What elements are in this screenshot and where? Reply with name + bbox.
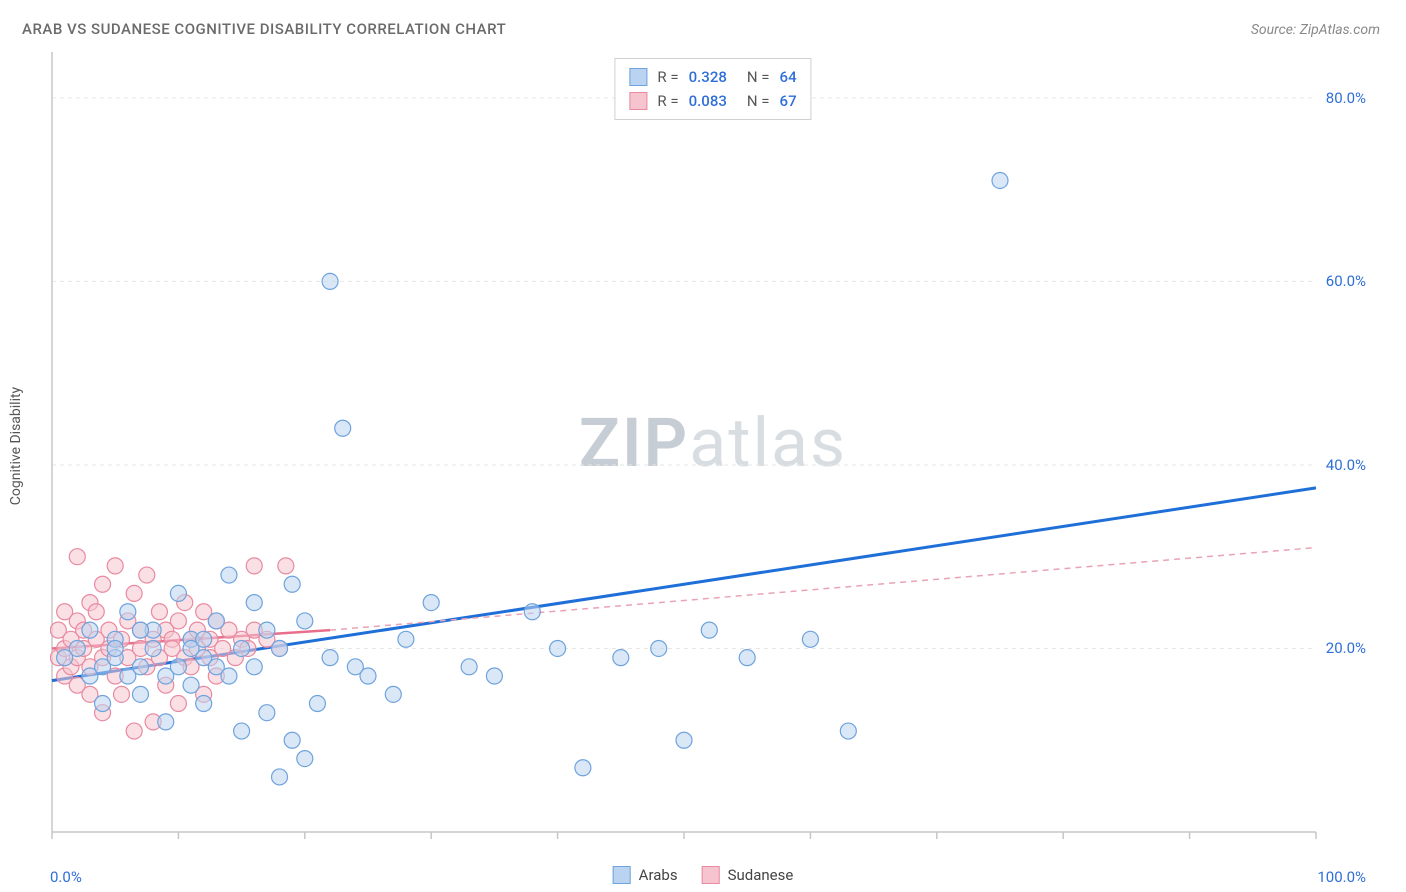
chart-area: ZIPatlas R = 0.328 N = 64 R = 0.083 N = …: [50, 50, 1376, 844]
x-axis-min-label: 0.0%: [50, 868, 82, 886]
series-legend: Arabs Sudanese: [613, 866, 794, 884]
swatch-arabs: [629, 68, 647, 86]
stats-row-sudanese: R = 0.083 N = 67: [629, 89, 796, 113]
swatch-sudanese: [629, 92, 647, 110]
r-value-arabs: 0.328: [689, 65, 727, 89]
r-label: R =: [657, 65, 678, 89]
r-label: R =: [657, 89, 678, 113]
y-tick-label: 40.0%: [1326, 456, 1366, 474]
y-axis-label: Cognitive Disability: [8, 387, 24, 505]
y-tick-label: 60.0%: [1326, 272, 1366, 290]
r-value-sudanese: 0.083: [689, 89, 727, 113]
legend-label-arabs: Arabs: [639, 866, 678, 884]
scatter-plot: [50, 50, 1376, 844]
stats-row-arabs: R = 0.328 N = 64: [629, 65, 796, 89]
swatch-arabs: [613, 866, 631, 884]
swatch-sudanese: [702, 866, 720, 884]
n-value-arabs: 64: [780, 65, 797, 89]
y-tick-label: 80.0%: [1326, 89, 1366, 107]
source-attribution: Source: ZipAtlas.com: [1251, 22, 1380, 38]
chart-title: ARAB VS SUDANESE COGNITIVE DISABILITY CO…: [22, 20, 506, 38]
legend-label-sudanese: Sudanese: [728, 866, 794, 884]
n-label: N =: [747, 65, 770, 89]
legend-item-arabs: Arabs: [613, 866, 678, 884]
legend-item-sudanese: Sudanese: [702, 866, 794, 884]
n-value-sudanese: 67: [780, 89, 797, 113]
y-tick-label: 20.0%: [1326, 639, 1366, 657]
n-label: N =: [747, 89, 770, 113]
x-axis-max-label: 100.0%: [1317, 868, 1366, 886]
correlation-stats-legend: R = 0.328 N = 64 R = 0.083 N = 67: [614, 58, 811, 120]
